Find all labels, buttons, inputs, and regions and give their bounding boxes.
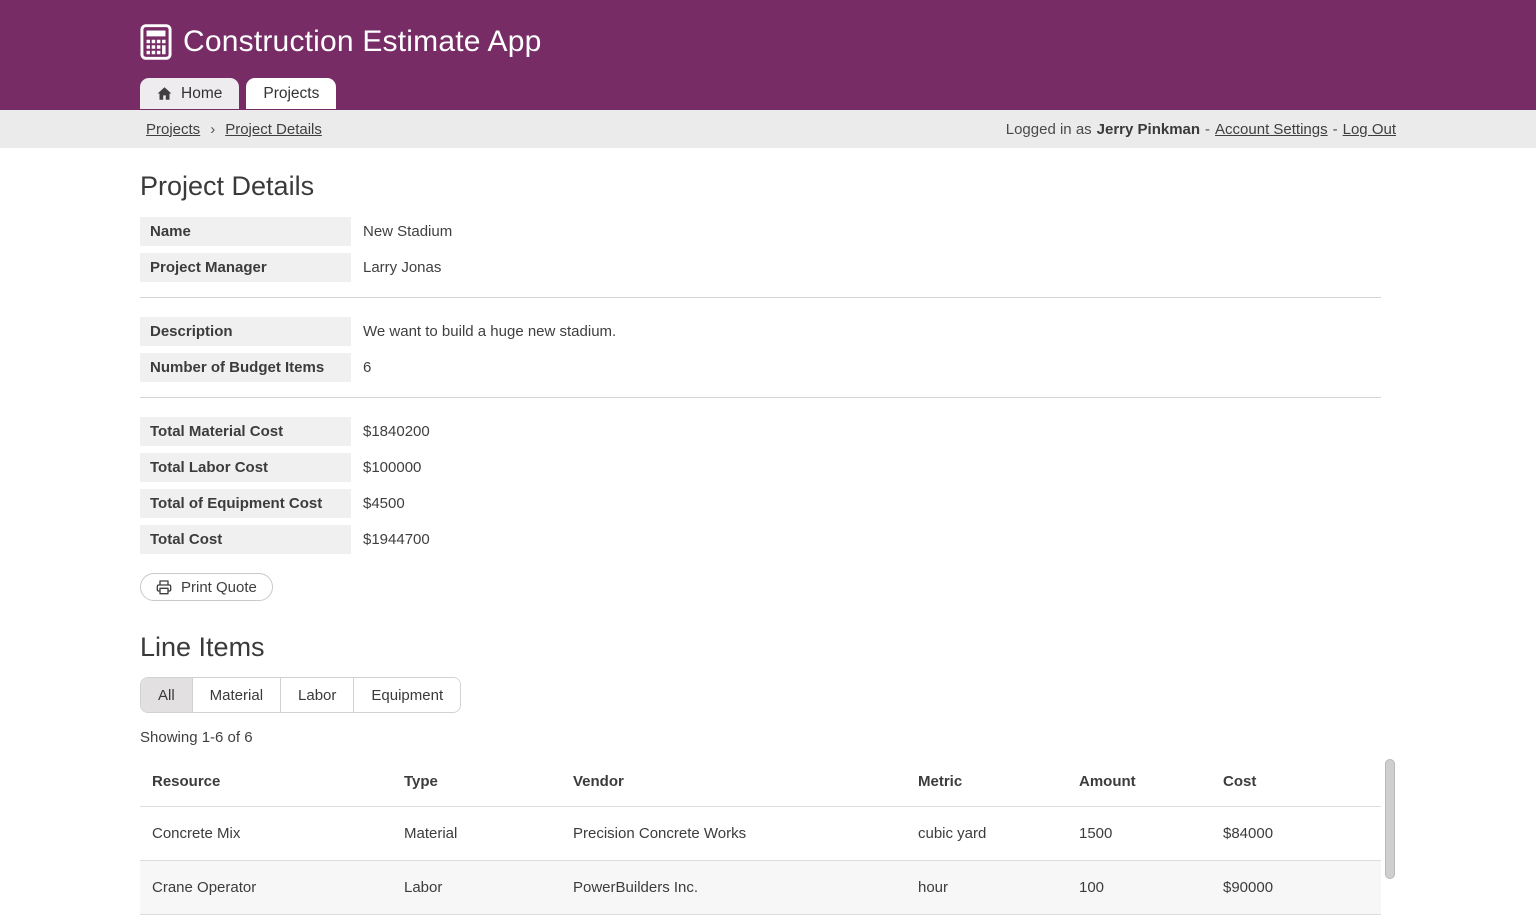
print-quote-label: Print Quote <box>181 578 257 596</box>
cell-metric: hour <box>906 860 1067 915</box>
breadcrumb: Projects › Project Details <box>140 121 322 138</box>
field-value: New Stadium <box>363 223 453 240</box>
cell-amount: 100 <box>1067 860 1211 915</box>
filter-equipment-button[interactable]: Equipment <box>353 678 461 712</box>
field-value: 6 <box>363 359 372 376</box>
field-label: Description <box>140 317 351 346</box>
breadcrumb-link-projects[interactable]: Projects <box>146 120 201 138</box>
field-row-budget-items-count: Number of Budget Items 6 <box>140 353 1396 382</box>
tab-projects-label: Projects <box>263 84 320 102</box>
column-header-amount: Amount <box>1067 757 1211 807</box>
cell-resource: Concrete Mix <box>140 806 392 861</box>
field-value: We want to build a huge new stadium. <box>363 323 617 340</box>
home-icon <box>157 86 172 101</box>
table-row: Crane Operator Labor PowerBuilders Inc. … <box>140 860 1381 915</box>
line-items-filter-group: All Material Labor Equipment <box>140 677 462 713</box>
line-items-title: Line Items <box>140 632 265 662</box>
section-divider <box>140 297 1381 298</box>
field-label: Total Cost <box>140 525 351 554</box>
print-quote-button[interactable]: Print Quote <box>140 573 273 601</box>
page-title: Project Details <box>140 171 315 201</box>
field-value: $100000 <box>363 459 422 476</box>
field-label: Total Labor Cost <box>140 453 351 482</box>
column-header-metric: Metric <box>906 757 1067 807</box>
field-value: $1944700 <box>363 531 430 548</box>
logged-in-prefix: Logged in as <box>1005 120 1092 138</box>
user-info: Logged in as Jerry Pinkman - Account Set… <box>1006 121 1396 138</box>
table-scrollbar-thumb[interactable] <box>1385 759 1395 879</box>
field-label: Total of Equipment Cost <box>140 489 351 518</box>
user-name: Jerry Pinkman <box>1096 120 1201 138</box>
table-header-row: Resource Type Vendor Metric Amount Cost <box>140 757 1381 807</box>
user-info-separator: - <box>1205 120 1211 138</box>
app-title-row: Construction Estimate App <box>140 21 1396 63</box>
cell-resource: Crane Operator <box>140 860 392 915</box>
cell-type: Labor <box>392 860 561 915</box>
tab-home[interactable]: Home <box>140 78 240 109</box>
field-row-name: Name New Stadium <box>140 217 1396 246</box>
field-row-project-manager: Project Manager Larry Jonas <box>140 253 1396 282</box>
user-info-separator: - <box>1332 120 1338 138</box>
field-row-description: Description We want to build a huge new … <box>140 317 1396 346</box>
column-header-vendor: Vendor <box>561 757 906 807</box>
column-header-resource: Resource <box>140 757 392 807</box>
log-out-link[interactable]: Log Out <box>1342 120 1396 138</box>
main-nav: Home Projects <box>140 78 1396 109</box>
field-value: Larry Jonas <box>363 259 442 276</box>
line-items-table: Resource Type Vendor Metric Amount Cost … <box>140 757 1381 915</box>
field-row-total-equipment-cost: Total of Equipment Cost $4500 <box>140 489 1396 518</box>
cell-cost: $84000 <box>1211 806 1381 861</box>
app-title: Construction Estimate App <box>183 25 542 58</box>
field-value: $4500 <box>363 495 405 512</box>
field-label: Project Manager <box>140 253 351 282</box>
breadcrumb-separator-icon: › <box>210 120 216 138</box>
field-label: Number of Budget Items <box>140 353 351 382</box>
cell-type: Material <box>392 806 561 861</box>
field-row-total-cost: Total Cost $1944700 <box>140 525 1396 554</box>
printer-icon <box>156 579 172 595</box>
account-settings-link[interactable]: Account Settings <box>1215 120 1328 138</box>
section-divider <box>140 397 1381 398</box>
app-header: Construction Estimate App Home Projects <box>0 0 1536 110</box>
filter-all-button[interactable]: All <box>141 678 192 712</box>
cell-vendor: PowerBuilders Inc. <box>561 860 906 915</box>
showing-count: Showing 1-6 of 6 <box>140 729 253 746</box>
filter-material-button[interactable]: Material <box>191 678 281 712</box>
field-row-total-material-cost: Total Material Cost $1840200 <box>140 417 1396 446</box>
field-row-total-labor-cost: Total Labor Cost $100000 <box>140 453 1396 482</box>
tab-home-label: Home <box>181 84 223 102</box>
field-value: $1840200 <box>363 423 430 440</box>
field-label: Name <box>140 217 351 246</box>
table-row: Concrete Mix Material Precision Concrete… <box>140 806 1381 861</box>
calculator-icon <box>140 24 172 60</box>
column-header-type: Type <box>392 757 561 807</box>
cell-metric: cubic yard <box>906 806 1067 861</box>
cell-cost: $90000 <box>1211 860 1381 915</box>
filter-labor-button[interactable]: Labor <box>280 678 354 712</box>
field-label: Total Material Cost <box>140 417 351 446</box>
line-items-table-container: Resource Type Vendor Metric Amount Cost … <box>140 757 1396 915</box>
details-group-totals: Total Material Cost $1840200 Total Labor… <box>140 417 1396 554</box>
column-header-cost: Cost <box>1211 757 1381 807</box>
details-group-basic: Name New Stadium Project Manager Larry J… <box>140 217 1396 282</box>
breadcrumb-link-project-details[interactable]: Project Details <box>225 120 322 138</box>
cell-amount: 1500 <box>1067 806 1211 861</box>
details-group-description: Description We want to build a huge new … <box>140 317 1396 382</box>
breadcrumb-bar: Projects › Project Details Logged in as … <box>0 110 1536 148</box>
cell-vendor: Precision Concrete Works <box>561 806 906 861</box>
tab-projects[interactable]: Projects <box>246 78 337 109</box>
